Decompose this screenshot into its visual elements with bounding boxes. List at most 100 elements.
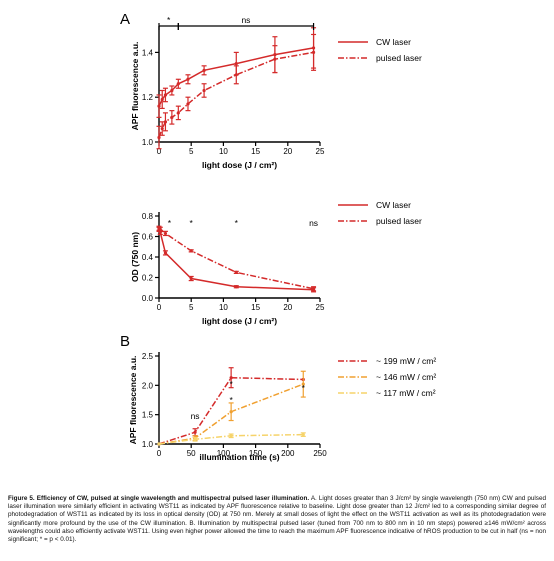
series-1 <box>156 226 317 293</box>
data-point <box>193 437 197 441</box>
data-point <box>163 251 168 255</box>
significance-label: * <box>235 218 239 228</box>
y-axis-label: APF fluorescence a.u. <box>128 356 138 445</box>
y-tick-label: 2.0 <box>142 381 154 390</box>
chart-A1: A 0 5 10 15 20 25 1.0 1.2 1.4 light dose (J / cm²)… <box>120 11 422 170</box>
data-point <box>170 115 174 119</box>
x-axis-label: light dose (J / cm²) <box>202 316 277 326</box>
legend-label: pulsed laser <box>376 216 422 226</box>
y-tick-label: 0.0 <box>142 294 154 303</box>
data-point <box>186 77 190 81</box>
data-point <box>160 97 164 102</box>
x-axis-label: light dose (J / cm²) <box>202 160 277 170</box>
y-tick-label: 1.0 <box>142 440 154 449</box>
x-tick-label: 200 <box>281 449 295 458</box>
x-tick-label: 150 <box>249 449 263 458</box>
x-tick-label: 0 <box>157 147 162 156</box>
x-tick-label: 0 <box>157 303 162 312</box>
legend-label: ~ 199 mW / cm² <box>376 356 436 366</box>
y-axis-label: APF fluorescence a.u. <box>130 42 140 131</box>
data-point <box>189 249 193 253</box>
y-tick-label: 1.5 <box>142 411 154 420</box>
x-tick-label: 5 <box>189 303 194 312</box>
x-tick-label: 25 <box>316 303 325 312</box>
y-tick-label: 1.0 <box>142 138 154 147</box>
significance-label: * <box>229 395 233 405</box>
data-point <box>163 120 168 124</box>
caption-text: A. Light doses greater than 3 J/cm² by s… <box>8 495 547 544</box>
data-point <box>234 73 238 77</box>
series-line <box>158 47 314 107</box>
data-point <box>163 93 168 97</box>
x-tick-label: 20 <box>283 303 292 312</box>
series-3 <box>157 432 306 446</box>
data-point <box>229 410 233 414</box>
data-point <box>160 126 164 131</box>
data-point <box>157 104 161 108</box>
panel-letter-A: A <box>120 11 130 28</box>
series-line <box>158 383 304 445</box>
series-line <box>158 51 314 138</box>
y-tick-label: 0.8 <box>142 212 154 221</box>
series-line <box>158 227 314 290</box>
legend-label: pulsed laser <box>376 53 422 63</box>
caption-title: Efficiency of CW, pulsed at single wavel… <box>36 495 310 502</box>
figure-canvas: A 0 5 10 15 20 25 1.0 1.2 1.4 light dose (J / cm²)… <box>120 11 436 462</box>
x-tick-label: 100 <box>217 449 231 458</box>
significance-label: ns <box>191 411 200 421</box>
x-tick-label: 50 <box>187 449 196 458</box>
data-point <box>157 442 161 446</box>
data-point <box>189 276 193 281</box>
x-tick-label: 250 <box>313 449 327 458</box>
data-point <box>229 434 233 438</box>
significance-label: * <box>167 15 171 25</box>
series-line <box>158 433 304 445</box>
significance-label: * <box>302 383 306 393</box>
y-tick-label: 1.4 <box>142 48 154 57</box>
x-tick-label: 10 <box>219 303 228 312</box>
series-2 <box>156 225 317 292</box>
y-axis-label: OD (750 nm) <box>130 232 140 282</box>
x-tick-label: 15 <box>251 147 260 156</box>
legend-label: CW laser <box>376 37 411 47</box>
significance-label: * <box>190 218 194 228</box>
chart-B: B 0 50 100 150 200 250 1.0 1.5 2.0 2.5 illumination… <box>120 333 436 462</box>
series-2 <box>156 33 317 150</box>
significance-label: * <box>168 218 172 228</box>
y-tick-label: 0.6 <box>142 233 154 242</box>
data-point <box>170 88 174 93</box>
y-tick-label: 0.2 <box>142 274 154 283</box>
y-tick-label: 1.2 <box>142 93 154 102</box>
y-tick-label: 2.5 <box>142 352 154 361</box>
x-axis-label: illumination time (s) <box>199 452 279 462</box>
data-point <box>163 231 168 236</box>
x-tick-label: 5 <box>189 147 194 156</box>
panel-letter-B: B <box>120 333 130 350</box>
data-point <box>273 57 277 61</box>
y-tick-label: 0.4 <box>142 253 154 262</box>
caption-label: Figure 5. <box>8 495 35 502</box>
x-tick-label: 25 <box>316 147 325 156</box>
data-point <box>202 68 206 72</box>
legend-label: ~ 117 mW / cm² <box>376 388 436 398</box>
significance-label: * <box>229 379 233 389</box>
series-line <box>158 229 314 291</box>
data-point <box>229 376 233 380</box>
data-point <box>176 111 180 115</box>
data-point <box>157 135 161 140</box>
legend-label: ~ 146 mW / cm² <box>376 372 436 382</box>
data-point <box>311 287 316 291</box>
data-point <box>158 227 162 231</box>
x-tick-label: 20 <box>283 147 292 156</box>
series-line <box>158 376 304 445</box>
x-tick-label: 10 <box>219 147 228 156</box>
data-point <box>301 382 305 386</box>
significance-label: ns <box>309 218 318 228</box>
data-point <box>301 433 305 437</box>
x-tick-label: 0 <box>157 449 162 458</box>
data-point <box>202 88 206 93</box>
x-tick-label: 15 <box>251 303 260 312</box>
data-point <box>176 82 180 86</box>
significance-label: ns <box>241 15 250 25</box>
chart-A2: 0 5 10 15 20 25 0.0 0.2 0.4 0.6 0.8 light dose (J /… <box>130 200 422 326</box>
